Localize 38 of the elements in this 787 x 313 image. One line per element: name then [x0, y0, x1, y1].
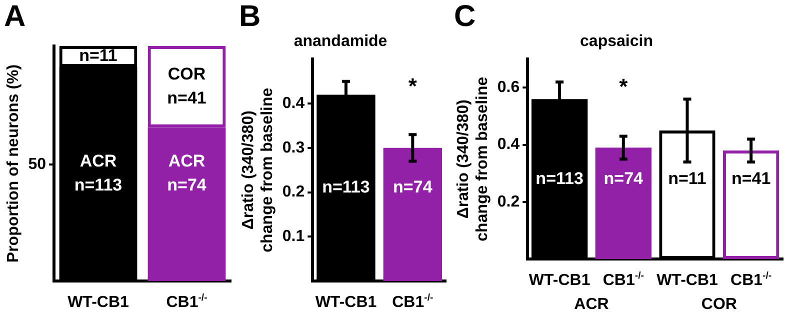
- x-tick-label: CB1-/-: [392, 292, 434, 311]
- chart-title: capsaicin: [580, 33, 653, 50]
- annotation: n=113: [322, 178, 370, 197]
- y-tick-label: 0.4: [282, 94, 305, 112]
- y-tick-label: 50: [28, 156, 46, 174]
- text: A: [4, 0, 26, 34]
- x-tick-label: WT-CB1: [528, 272, 590, 289]
- annotation: COR n=41: [167, 64, 206, 108]
- y-tick-label: 0.2: [282, 184, 305, 201]
- text: COR: [701, 296, 738, 313]
- annotation: n=74: [604, 168, 644, 188]
- annotation: n=11: [668, 168, 706, 188]
- x-tick-label: CB1-/-: [602, 270, 644, 289]
- y-tick-label: 0.2: [497, 193, 520, 210]
- annotation: n=74: [393, 178, 433, 197]
- chart-title: anandamide: [294, 33, 388, 50]
- x-tick-label: WT-CB1: [68, 294, 130, 311]
- text: C: [454, 0, 476, 34]
- y-axis-title: Proportion of neurons (%): [5, 64, 22, 263]
- annotation: n=11: [79, 46, 118, 66]
- y-tick-label: 0.3: [282, 139, 305, 156]
- annotation: n=41: [731, 168, 771, 188]
- annotation: n=113: [536, 168, 584, 188]
- y-axis-title: Δratio (340/380) change from baseline: [240, 88, 276, 252]
- x-tick-label: WT-CB1: [656, 272, 718, 289]
- x-tick-label: CB1-/-: [166, 292, 208, 311]
- annotation: *: [619, 74, 628, 100]
- y-tick-label: 0.6: [497, 79, 520, 96]
- annotation: ACR n=74: [167, 152, 207, 195]
- y-tick-label: 0.4: [497, 136, 520, 154]
- annotation: *: [408, 73, 418, 98]
- text: ACR: [574, 296, 610, 313]
- annotation: ACR n=113: [74, 152, 122, 195]
- text: B: [239, 0, 261, 34]
- x-tick-label: WT-CB1: [315, 294, 377, 311]
- x-tick-label: CB1-/-: [730, 270, 772, 289]
- y-tick-label: 0.1: [282, 228, 305, 246]
- y-axis-title: Δratio (340/380) change from baseline: [455, 76, 492, 242]
